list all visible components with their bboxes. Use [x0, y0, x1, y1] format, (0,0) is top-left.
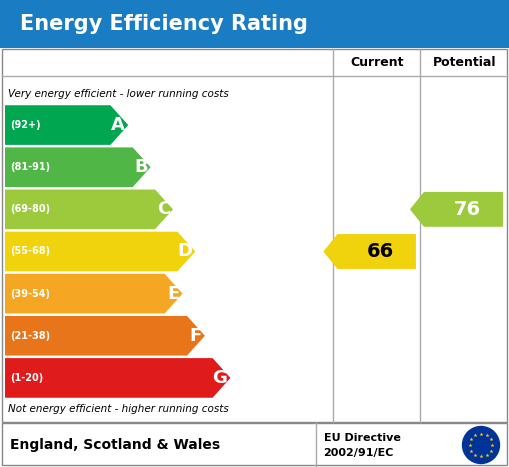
Bar — [0, 0, 509, 48]
Polygon shape — [5, 358, 231, 398]
Polygon shape — [5, 148, 151, 187]
Text: C: C — [157, 200, 170, 219]
Text: (21-38): (21-38) — [10, 331, 50, 341]
Polygon shape — [5, 274, 183, 313]
Text: F: F — [190, 327, 202, 345]
Text: (81-91): (81-91) — [10, 162, 50, 172]
Text: Very energy efficient - lower running costs: Very energy efficient - lower running co… — [8, 89, 229, 99]
Text: (39-54): (39-54) — [10, 289, 50, 298]
Text: B: B — [134, 158, 148, 176]
Text: Energy Efficiency Rating: Energy Efficiency Rating — [20, 14, 308, 34]
Text: EU Directive: EU Directive — [324, 433, 401, 443]
Text: 76: 76 — [454, 200, 481, 219]
Text: England, Scotland & Wales: England, Scotland & Wales — [10, 438, 220, 452]
Text: E: E — [167, 285, 180, 303]
Polygon shape — [5, 232, 195, 271]
Text: Current: Current — [350, 56, 404, 69]
Text: A: A — [111, 116, 125, 134]
Polygon shape — [5, 105, 128, 145]
Text: (69-80): (69-80) — [10, 205, 50, 214]
Circle shape — [463, 426, 499, 463]
Polygon shape — [5, 190, 173, 229]
Polygon shape — [5, 316, 205, 355]
Text: (1-20): (1-20) — [10, 373, 43, 383]
Polygon shape — [323, 234, 416, 269]
Text: D: D — [177, 242, 192, 261]
Text: Not energy efficient - higher running costs: Not energy efficient - higher running co… — [8, 404, 229, 414]
Polygon shape — [410, 192, 503, 227]
Text: (55-68): (55-68) — [10, 247, 50, 256]
Text: (92+): (92+) — [10, 120, 41, 130]
Bar — [2, 423, 507, 465]
Bar — [2, 49, 507, 422]
Text: 2002/91/EC: 2002/91/EC — [324, 448, 394, 458]
Text: Potential: Potential — [433, 56, 496, 69]
Text: G: G — [213, 369, 228, 387]
Text: 66: 66 — [367, 242, 394, 261]
